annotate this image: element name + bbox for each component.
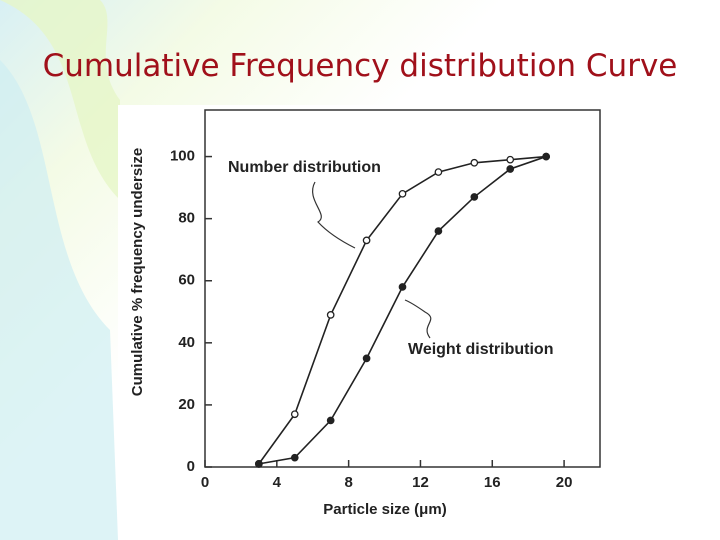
y-tick-label: 40 [178,334,195,351]
data-point [398,189,407,198]
data-point [542,152,550,161]
chart-background [118,105,610,533]
data-point [434,227,443,235]
data-point [290,410,299,419]
y-axis-label: Cumulative % frequency undersize [129,148,146,396]
data-point [398,283,407,291]
annotation-arrow [312,181,356,249]
x-axis-label: Particle size (μm) [323,501,446,518]
y-tick-label: 100 [170,148,195,165]
data-point [506,165,515,173]
data-point [326,416,335,425]
slide-title: Cumulative Frequency distribution Curve [42,48,678,84]
x-tick-label: 12 [412,474,429,491]
x-tick-label: 4 [273,474,282,491]
y-tick-label: 0 [187,458,195,475]
swirl [0,0,120,200]
data-point [326,311,335,319]
x-tick-label: 0 [201,474,209,491]
annotation-arrow [404,299,432,339]
plot-frame [204,109,601,468]
swirl [0,60,118,540]
annotation: Weight distribution [408,341,553,358]
y-tick-label: 20 [178,396,195,413]
x-tick-label: 16 [484,474,501,491]
x-tick-label: 20 [556,474,573,491]
x-tick-label: 8 [344,474,352,491]
data-point [362,236,371,245]
annotation: Number distribution [228,159,381,176]
data-point [362,354,371,363]
data-point [290,453,299,462]
data-point [434,168,443,176]
data-point [470,193,479,201]
data-point [255,460,263,468]
y-tick-label: 60 [178,272,195,289]
data-point [470,158,479,167]
data-point [506,155,515,164]
y-tick-label: 80 [178,210,195,227]
